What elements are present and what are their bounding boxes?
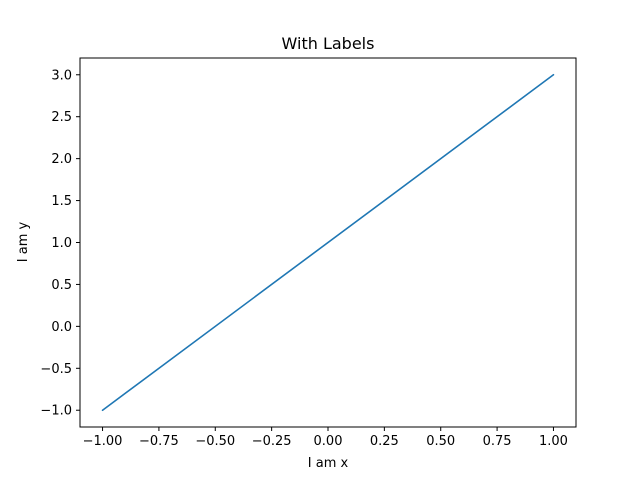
series-line-0: [101, 73, 555, 412]
axes-frame: [79, 57, 577, 428]
plot-area: [101, 73, 555, 412]
y-tick-label: −1.0: [40, 404, 72, 419]
y-tick-label: 2.0: [51, 152, 72, 167]
chart-title: With Labels: [282, 34, 375, 53]
x-tick-label: −0.25: [252, 434, 292, 449]
axis-ticks: −1.00 −0.75 −0.50 −0.25 0.00 0.25 0.50 0.75 1.00…: [40, 68, 568, 449]
y-tick-label: 2.5: [51, 110, 72, 125]
y-tick-label: 1.0: [51, 236, 72, 251]
y-axis-label: I am y: [16, 221, 31, 262]
y-tick-label: 1.5: [51, 194, 72, 209]
x-tick-label: −0.50: [195, 434, 235, 449]
y-tick-label: 0.0: [51, 320, 72, 335]
x-tick-label: −0.75: [139, 434, 179, 449]
x-tick-label: 0.50: [426, 434, 455, 449]
x-tick-label: 0.00: [314, 434, 343, 449]
y-tick-label: 0.5: [51, 278, 72, 293]
x-axis-label: I am x: [308, 456, 349, 471]
y-tick-label: −0.5: [40, 362, 72, 377]
x-tick-label: 0.25: [370, 434, 399, 449]
x-tick-label: 0.75: [483, 434, 512, 449]
x-tick-label: 1.00: [539, 434, 568, 449]
y-tick-label: 3.0: [51, 68, 72, 83]
x-tick-label: −1.00: [83, 434, 123, 449]
